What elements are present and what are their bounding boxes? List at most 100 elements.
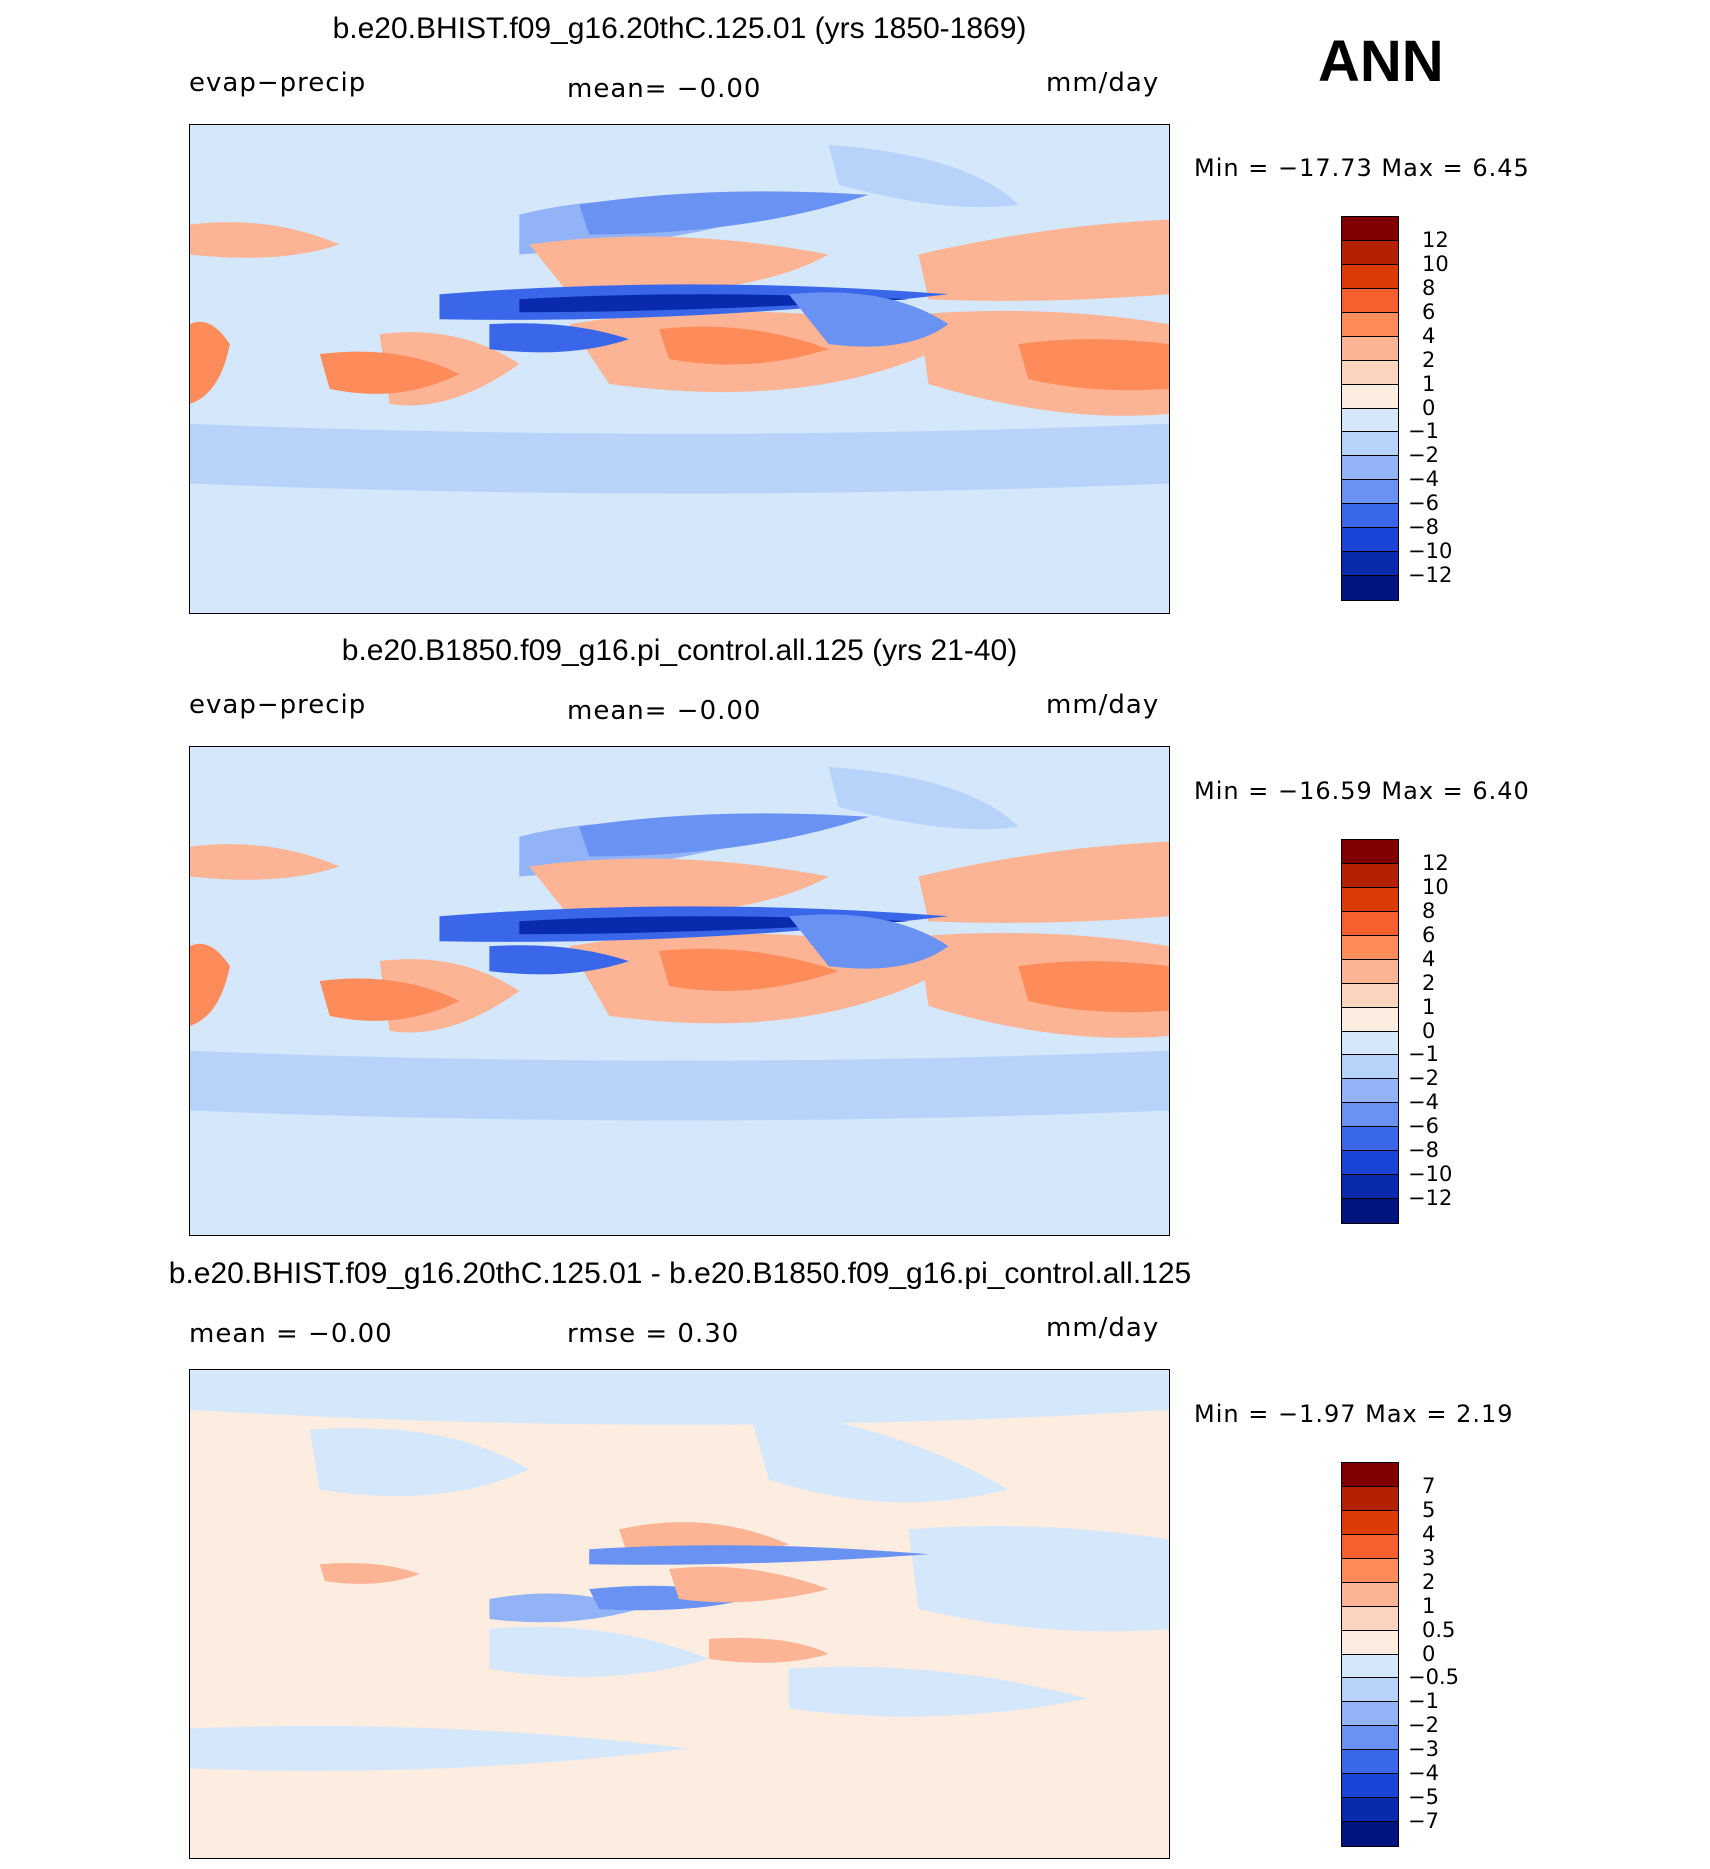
colorbar-tick-label: 10 — [1422, 251, 1449, 276]
colorbar-tick-label: 12 — [1422, 227, 1449, 252]
colorbar-tick-label: −4 — [1408, 1761, 1439, 1786]
colorbar-tick-label: −5 — [1408, 1785, 1439, 1810]
panel-2-field — [190, 747, 1169, 1235]
colorbar-swatch — [1342, 288, 1398, 313]
panel-3-units: mm/day — [1046, 1313, 1160, 1343]
colorbar-swatch — [1342, 552, 1398, 577]
colorbar-swatch — [1342, 863, 1398, 888]
colorbar-tick-label: −1 — [1408, 1689, 1439, 1714]
colorbar-swatch — [1342, 1630, 1398, 1655]
colorbar-swatch — [1342, 312, 1398, 337]
colorbar-swatch — [1342, 1702, 1398, 1727]
colorbar-tick-label: 0 — [1422, 1641, 1436, 1666]
colorbar-tick-label: 10 — [1422, 874, 1449, 899]
colorbar-swatch — [1342, 1606, 1398, 1631]
colorbar-tick-label: 1 — [1422, 371, 1436, 396]
colorbar-swatch — [1342, 432, 1398, 457]
panel-2-minmax: Min = −16.59 Max = 6.40 — [1194, 777, 1530, 805]
colorbar-swatch — [1342, 1151, 1398, 1176]
colorbar-tick-label: −3 — [1408, 1737, 1439, 1762]
colorbar-tick-label: 12 — [1422, 850, 1449, 875]
colorbar-swatch — [1342, 576, 1398, 600]
colorbar-tick-label: −10 — [1408, 1162, 1453, 1187]
panel-3-map — [189, 1369, 1170, 1859]
colorbar-tick-label: 2 — [1422, 970, 1436, 995]
colorbar-tick-label: 2 — [1422, 1569, 1436, 1594]
colorbar-swatch — [1342, 408, 1398, 433]
colorbar-tick-label: −6 — [1408, 1114, 1439, 1139]
panel-3-colorbar — [1341, 1462, 1399, 1847]
colorbar-swatch — [1342, 1199, 1398, 1223]
colorbar-tick-label: 4 — [1422, 1521, 1436, 1546]
colorbar-swatch — [1342, 1750, 1398, 1775]
panel-1-colorbar — [1341, 216, 1399, 601]
colorbar-tick-label: 8 — [1422, 898, 1436, 923]
colorbar-swatch — [1342, 1534, 1398, 1559]
colorbar-tick-label: −1 — [1408, 419, 1439, 444]
colorbar-swatch — [1342, 1654, 1398, 1679]
colorbar-tick-label: 8 — [1422, 275, 1436, 300]
colorbar-swatch — [1342, 240, 1398, 265]
colorbar-swatch — [1342, 217, 1398, 241]
panel-2-colorbar — [1341, 839, 1399, 1224]
colorbar-swatch — [1342, 1558, 1398, 1583]
colorbar-swatch — [1342, 1007, 1398, 1032]
colorbar-tick-label: 3 — [1422, 1545, 1436, 1570]
colorbar-tick-label: 2 — [1422, 347, 1436, 372]
panel-3-field — [190, 1370, 1169, 1858]
panel-3-minmax: Min = −1.97 Max = 2.19 — [1194, 1400, 1514, 1428]
colorbar-swatch — [1342, 935, 1398, 960]
colorbar-swatch — [1342, 1103, 1398, 1128]
colorbar-tick-label: −4 — [1408, 467, 1439, 492]
colorbar-swatch — [1342, 1798, 1398, 1823]
colorbar-swatch — [1342, 1079, 1398, 1104]
colorbar-swatch — [1342, 1031, 1398, 1056]
colorbar-tick-label: −2 — [1408, 1713, 1439, 1738]
colorbar-tick-label: −6 — [1408, 491, 1439, 516]
colorbar-swatch — [1342, 1055, 1398, 1080]
colorbar-tick-label: −2 — [1408, 1066, 1439, 1091]
colorbar-tick-label: 1 — [1422, 994, 1436, 1019]
colorbar-swatch — [1342, 336, 1398, 361]
colorbar-tick-label: −12 — [1408, 1186, 1453, 1211]
colorbar-swatch — [1342, 1510, 1398, 1535]
panel-1-map — [189, 124, 1170, 614]
colorbar-tick-label: 0.5 — [1422, 1617, 1456, 1642]
panel-2-map — [189, 746, 1170, 1236]
colorbar-swatch — [1342, 264, 1398, 289]
colorbar-swatch — [1342, 1582, 1398, 1607]
panel-1-left-label: evap−precip — [189, 68, 367, 98]
colorbar-swatch — [1342, 1678, 1398, 1703]
panel-2-units: mm/day — [1046, 690, 1160, 720]
colorbar-tick-label: 1 — [1422, 1593, 1436, 1618]
colorbar-tick-label: −0.5 — [1408, 1665, 1459, 1690]
season-label: ANN — [1318, 29, 1444, 94]
colorbar-tick-label: 4 — [1422, 946, 1436, 971]
colorbar-swatch — [1342, 911, 1398, 936]
colorbar-swatch — [1342, 1774, 1398, 1799]
panel-1-minmax: Min = −17.73 Max = 6.45 — [1194, 154, 1530, 182]
colorbar-swatch — [1342, 983, 1398, 1008]
colorbar-tick-label: −1 — [1408, 1042, 1439, 1067]
colorbar-swatch — [1342, 384, 1398, 409]
panel-2-mean: mean= −0.00 — [567, 696, 762, 726]
panel-3-rmse: rmse = 0.30 — [567, 1319, 740, 1349]
colorbar-swatch — [1342, 959, 1398, 984]
colorbar-swatch — [1342, 456, 1398, 481]
panel-3-title: b.e20.BHIST.f09_g16.20thC.125.01 - b.e20… — [168, 1257, 1192, 1290]
colorbar-swatch — [1342, 360, 1398, 385]
colorbar-swatch — [1342, 1726, 1398, 1751]
colorbar-tick-label: 7 — [1422, 1473, 1436, 1498]
colorbar-swatch — [1342, 504, 1398, 529]
panel-3-mean: mean = −0.00 — [189, 1319, 393, 1349]
colorbar-tick-label: −2 — [1408, 443, 1439, 468]
colorbar-tick-label: −8 — [1408, 1138, 1439, 1163]
colorbar-tick-label: 0 — [1422, 395, 1436, 420]
colorbar-swatch — [1342, 1175, 1398, 1200]
colorbar-swatch — [1342, 1463, 1398, 1487]
colorbar-tick-label: 0 — [1422, 1018, 1436, 1043]
colorbar-tick-label: −12 — [1408, 563, 1453, 588]
colorbar-tick-label: 4 — [1422, 323, 1436, 348]
panel-1-field — [190, 125, 1169, 613]
colorbar-tick-label: −4 — [1408, 1090, 1439, 1115]
